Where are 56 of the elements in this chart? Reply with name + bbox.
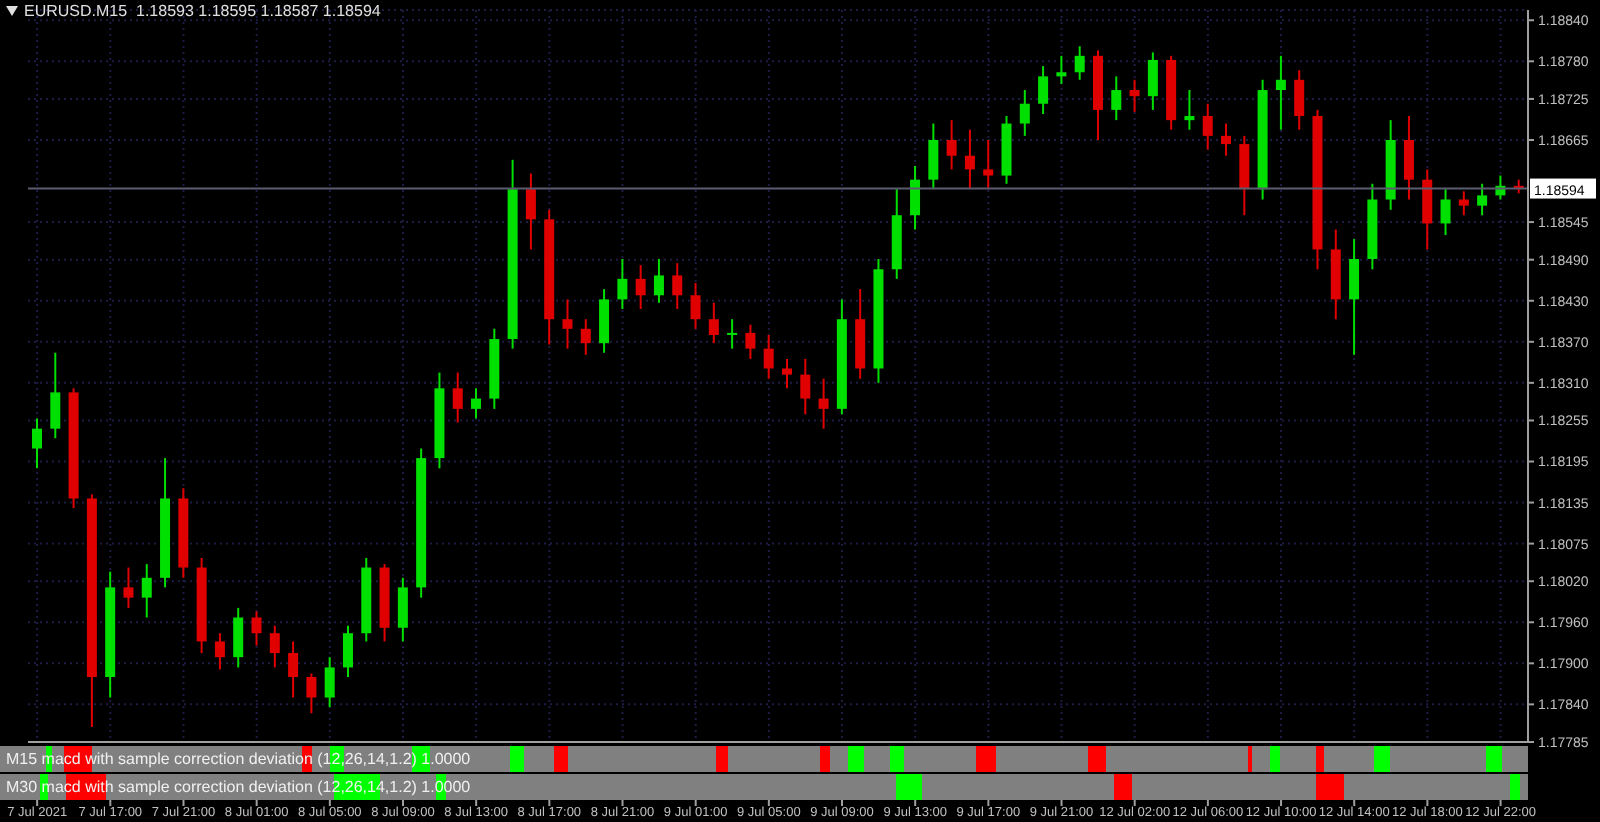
candlestick	[1422, 168, 1433, 251]
candlestick	[141, 563, 152, 619]
candlestick	[324, 656, 335, 709]
candlestick	[1294, 69, 1305, 131]
candlestick	[1038, 65, 1049, 115]
candlestick	[635, 264, 646, 310]
candlestick	[599, 288, 610, 354]
candlestick	[580, 318, 591, 356]
candlestick	[1458, 190, 1469, 217]
candlestick	[1221, 122, 1232, 157]
candlestick	[617, 258, 628, 310]
candlestick	[690, 281, 701, 330]
candlestick	[782, 357, 792, 390]
candlestick	[1275, 54, 1286, 131]
candlestick	[32, 417, 42, 470]
candlestick	[818, 377, 829, 430]
candlestick	[1184, 89, 1195, 131]
candlestick	[397, 576, 408, 643]
candlestick	[452, 371, 463, 424]
candlestick	[1019, 89, 1030, 137]
candlestick	[708, 301, 719, 345]
candlestick	[342, 624, 353, 679]
candlestick	[745, 323, 756, 360]
candlestick	[964, 128, 975, 191]
candlestick	[123, 566, 134, 609]
candlestick	[1074, 45, 1085, 81]
candlestick	[1477, 182, 1488, 217]
candlestick	[928, 122, 939, 191]
candlestick	[910, 164, 921, 231]
candlestick	[1202, 102, 1213, 151]
candlestick	[471, 387, 482, 420]
candlestick	[946, 119, 957, 171]
candlestick	[251, 610, 262, 647]
candlestick	[1349, 238, 1360, 356]
candlestick	[306, 672, 317, 715]
candlestick	[50, 351, 61, 440]
candlestick	[1440, 188, 1451, 237]
candlestick	[800, 357, 811, 416]
chart-title: EURUSD.M15 1.18593 1.18595 1.18587 1.18594	[24, 2, 381, 20]
candlestick	[653, 258, 664, 304]
candlestick	[269, 624, 280, 669]
candlestick	[1403, 115, 1414, 201]
candlestick	[1129, 78, 1140, 113]
candlestick	[214, 632, 225, 671]
candlestick	[727, 318, 738, 350]
candlestick	[763, 333, 774, 380]
candlestick	[672, 262, 683, 310]
candlestick	[983, 138, 994, 191]
candlestick	[1147, 51, 1158, 111]
candlestick	[1111, 75, 1122, 122]
candlestick	[233, 606, 244, 669]
candlestick	[1239, 134, 1250, 217]
candlestick	[1056, 54, 1067, 85]
candlestick	[562, 298, 573, 350]
candlestick	[525, 172, 536, 251]
candlestick	[288, 640, 299, 699]
